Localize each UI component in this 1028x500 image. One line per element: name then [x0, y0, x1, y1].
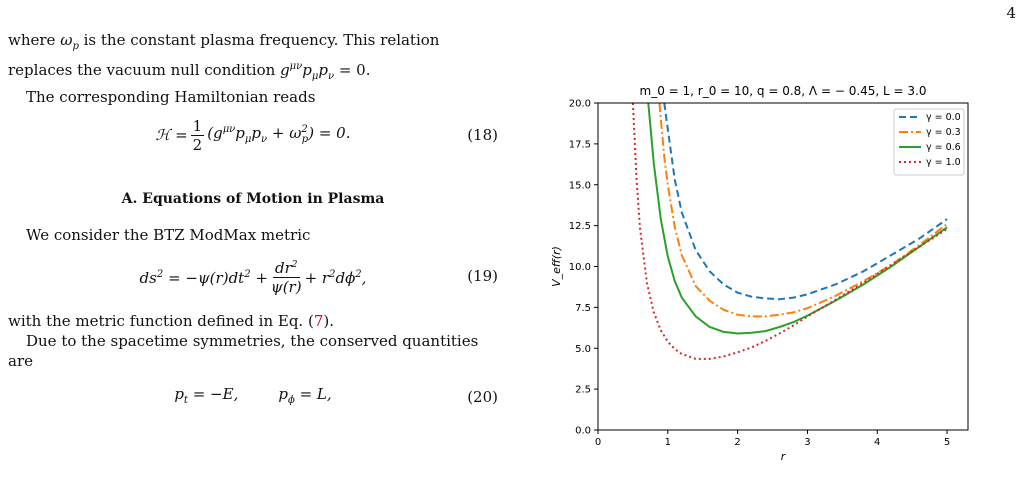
legend-box: [893, 108, 965, 176]
y-tick-label: 15.0: [569, 180, 591, 191]
y-tick-label: 0.0: [575, 426, 591, 437]
paragraph-hamiltonian-intro: The corresponding Hamiltonian reads: [26, 88, 316, 106]
equation-ref-link[interactable]: 7: [313, 312, 324, 330]
paragraph-conserved: Due to the spacetime symmetries, the con…: [8, 332, 479, 370]
y-axis-label: V_eff(r): [550, 246, 563, 287]
y-tick-label: 10.0: [569, 262, 591, 273]
series-line-1: [658, 103, 948, 318]
series-line-2: [647, 103, 948, 335]
paragraph-plasma-frequency: where ωp is the constant plasma frequenc…: [8, 31, 440, 82]
equation-20-number: (20): [467, 388, 498, 406]
page-number: 4: [1006, 4, 1016, 22]
y-tick-label: 20.0: [569, 99, 591, 110]
legend-label-1: γ = 0.3: [926, 127, 961, 138]
x-axis-label: r: [781, 450, 787, 463]
series-line-0: [663, 103, 948, 301]
x-tick-label: 5: [944, 437, 950, 448]
equation-18-number: (18): [467, 126, 498, 144]
chart-title: m_0 = 1, r_0 = 10, q = 0.8, Λ = − 0.45, …: [640, 84, 927, 98]
potential-chart: m_0 = 1, r_0 = 10, q = 0.8, Λ = − 0.45, …: [550, 84, 969, 463]
x-tick-label: 1: [665, 437, 671, 448]
equation-19: ds2 = −ψ(r)dt2 + dr2 ψ(r) + r2dϕ2, (19): [8, 251, 498, 301]
x-tick-label: 0: [595, 437, 601, 448]
y-tick-label: 5.0: [575, 344, 591, 355]
figure-effective-potential: m_0 = 1, r_0 = 10, q = 0.8, Λ = − 0.45, …: [540, 76, 980, 470]
y-tick-label: 7.5: [575, 303, 591, 314]
y-tick-label: 12.5: [569, 221, 591, 232]
y-tick-label: 2.5: [575, 385, 591, 396]
paragraph-metric-function: with the metric function defined in Eq. …: [8, 312, 334, 330]
text-column: where ωp is the constant plasma frequenc…: [8, 0, 498, 417]
equation-20: pt = −E, pϕ = L, (20): [8, 377, 498, 417]
legend-label-2: γ = 0.6: [926, 142, 961, 153]
section-heading: A. Equations of Motion in Plasma: [121, 191, 385, 207]
y-tick-label: 17.5: [569, 139, 591, 150]
x-tick-label: 4: [874, 437, 880, 448]
x-tick-label: 2: [734, 437, 740, 448]
equation-19-number: (19): [467, 267, 498, 285]
series-line-3: [631, 103, 948, 360]
x-tick-label: 3: [804, 437, 810, 448]
legend-label-0: γ = 0.0: [926, 112, 961, 123]
legend-label-3: γ = 1.0: [926, 157, 961, 168]
paragraph-metric-intro: We consider the BTZ ModMax metric: [26, 226, 311, 244]
